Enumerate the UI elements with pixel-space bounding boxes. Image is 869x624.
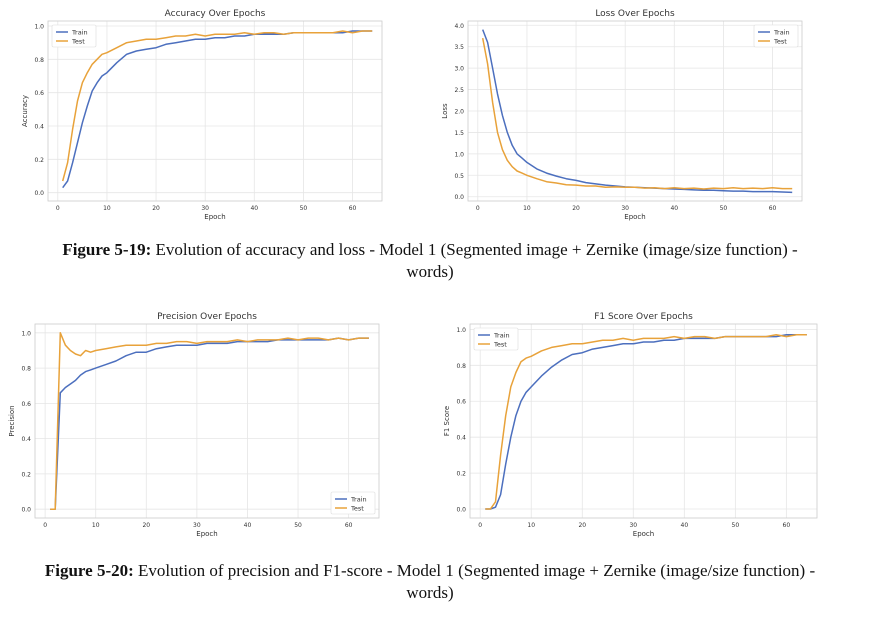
- x-tick-label: 30: [201, 205, 209, 212]
- y-axis-label: Accuracy: [21, 95, 29, 127]
- x-tick-label: 40: [250, 205, 258, 212]
- x-tick-label: 10: [92, 522, 100, 529]
- x-axis-label: Epoch: [633, 530, 654, 538]
- y-axis-label: Precision: [8, 405, 16, 436]
- y-tick-label: 2.5: [454, 87, 464, 94]
- y-tick-label: 1.0: [456, 327, 466, 334]
- x-tick-label: 40: [681, 522, 689, 529]
- x-tick-label: 10: [527, 522, 535, 529]
- y-tick-label: 0.2: [21, 471, 31, 478]
- plot-frame: [467, 20, 803, 202]
- y-tick-label: 0.4: [456, 435, 466, 442]
- f1-score-chart: F1 Score Over Epochs 0.0 0.2 0.4 0.6 0.8 1.0 0 1…: [443, 312, 818, 538]
- x-tick-label: 40: [244, 522, 252, 529]
- y-axis-label: F1 Score: [443, 406, 451, 436]
- x-tick-label: 60: [349, 205, 357, 212]
- figure-5-20-text: Evolution of precision and F1-score - Mo…: [133, 561, 816, 602]
- x-tick-label: 20: [572, 205, 580, 212]
- x-tick-label: 0: [43, 522, 47, 529]
- y-tick-label: 0.2: [34, 157, 44, 164]
- series-line-test: [50, 332, 369, 510]
- y-tick-label: 2.0: [454, 109, 464, 116]
- chart-title: Precision Over Epochs: [157, 312, 257, 322]
- y-tick-label: 0.4: [34, 124, 44, 131]
- y-tick-label: 1.0: [454, 151, 464, 158]
- legend-label: Train: [493, 331, 510, 339]
- accuracy-chart: Accuracy Over Epochs 0.0 0.2 0.4 0.6 0.8 1.0 0 1…: [21, 9, 383, 221]
- legend-label: Train: [71, 28, 88, 36]
- x-tick-label: 30: [193, 522, 201, 529]
- plot-frame: [34, 323, 380, 519]
- x-tick-label: 60: [345, 522, 353, 529]
- plot-frame: [469, 323, 818, 519]
- series-line-train: [485, 334, 807, 510]
- legend-label: Test: [350, 504, 364, 512]
- series-line-train: [50, 337, 369, 510]
- x-axis-label: Epoch: [204, 213, 225, 221]
- series-line-test: [61, 30, 373, 182]
- y-tick-label: 0.8: [456, 363, 466, 370]
- chart-title: Accuracy Over Epochs: [165, 9, 266, 19]
- x-tick-label: 0: [476, 205, 480, 212]
- x-tick-label: 10: [523, 205, 531, 212]
- figure-5-20-caption: Figure 5-20: Evolution of precision and …: [30, 560, 830, 604]
- y-tick-label: 0.2: [456, 471, 466, 478]
- x-tick-label: 20: [152, 205, 160, 212]
- legend-label: Train: [773, 28, 790, 36]
- series-line-train: [62, 30, 373, 189]
- legend-label: Test: [493, 340, 507, 348]
- y-tick-label: 1.5: [454, 130, 464, 137]
- series-line-train: [481, 29, 793, 194]
- x-axis-label: Epoch: [196, 530, 217, 538]
- x-tick-label: 30: [621, 205, 629, 212]
- y-tick-label: 0.6: [456, 399, 466, 406]
- y-tick-label: 0.8: [34, 57, 44, 64]
- figure-5-19-text: Evolution of accuracy and loss - Model 1…: [151, 240, 798, 281]
- y-tick-label: 0.0: [454, 194, 464, 201]
- chart-title: Loss Over Epochs: [595, 9, 675, 19]
- chart-title: F1 Score Over Epochs: [594, 312, 693, 322]
- y-tick-label: 0.0: [456, 507, 466, 514]
- x-tick-label: 20: [578, 522, 586, 529]
- plot-frame: [47, 20, 383, 202]
- x-tick-label: 60: [769, 205, 777, 212]
- precision-chart: Precision Over Epochs 0.0 0.2 0.4 0.6 0.8 1.0 0…: [8, 312, 380, 538]
- series-line-test: [485, 334, 807, 510]
- x-tick-label: 50: [294, 522, 302, 529]
- y-tick-label: 0.6: [34, 90, 44, 97]
- legend-label: Test: [71, 37, 85, 45]
- x-tick-label: 60: [783, 522, 791, 529]
- x-tick-label: 50: [720, 205, 728, 212]
- legend-label: Train: [350, 495, 367, 503]
- x-tick-label: 50: [300, 205, 308, 212]
- y-tick-label: 0.6: [21, 401, 31, 408]
- figure-5-19-caption: Figure 5-19: Evolution of accuracy and l…: [40, 239, 820, 283]
- figure-5-20-label: Figure 5-20:: [44, 561, 134, 580]
- y-tick-label: 0.4: [21, 436, 31, 443]
- x-tick-label: 30: [629, 522, 637, 529]
- figure-5-19-label: Figure 5-19:: [62, 240, 152, 259]
- y-tick-label: 1.0: [21, 330, 31, 337]
- x-tick-label: 0: [478, 522, 482, 529]
- y-tick-label: 0.0: [21, 507, 31, 514]
- legend-label: Test: [773, 37, 787, 45]
- y-axis-label: Loss: [441, 103, 449, 119]
- y-tick-label: 4.0: [454, 23, 464, 30]
- loss-chart: Loss Over Epochs 0.0 0.5 1.0 1.5 2.0 2.5 3.0 3.5…: [441, 9, 803, 221]
- y-tick-label: 3.5: [454, 44, 464, 51]
- x-tick-label: 20: [142, 522, 150, 529]
- x-tick-label: 10: [103, 205, 111, 212]
- x-tick-label: 50: [732, 522, 740, 529]
- y-tick-label: 1.0: [34, 24, 44, 31]
- x-tick-label: 40: [670, 205, 678, 212]
- y-tick-label: 3.0: [454, 66, 464, 73]
- x-tick-label: 0: [56, 205, 60, 212]
- x-axis-label: Epoch: [624, 213, 645, 221]
- y-tick-label: 0.5: [454, 173, 464, 180]
- y-tick-label: 0.8: [21, 366, 31, 373]
- series-line-test: [481, 37, 793, 190]
- y-tick-label: 0.0: [34, 190, 44, 197]
